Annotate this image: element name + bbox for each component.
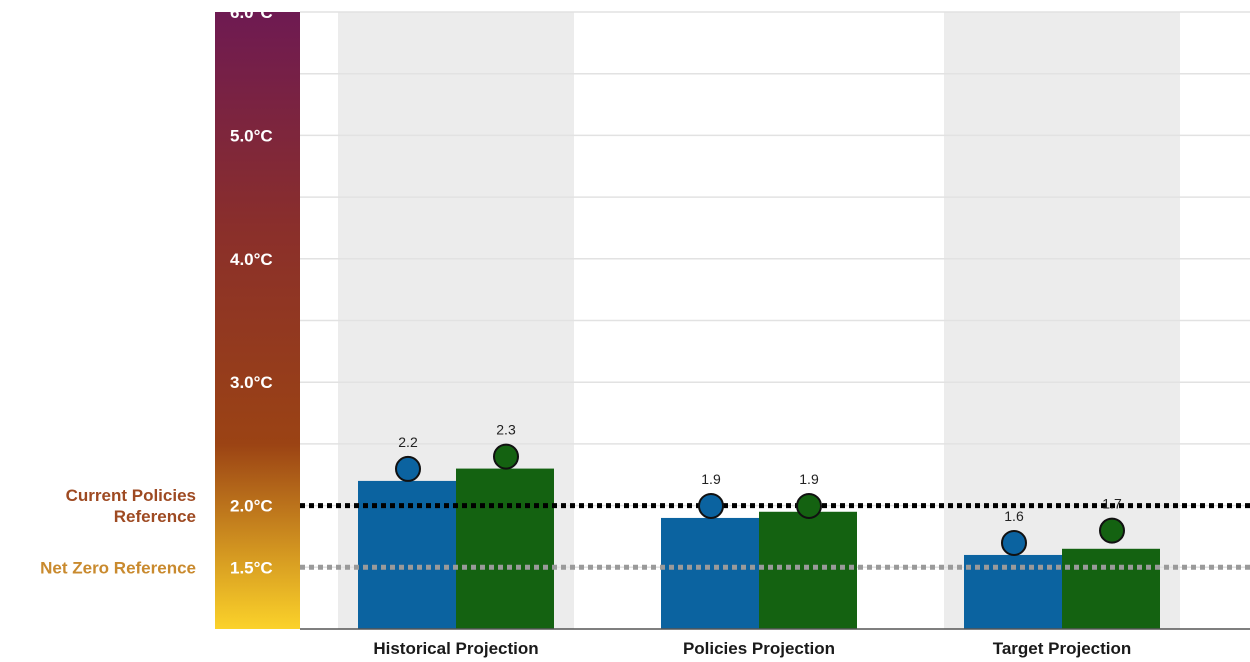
data-label: 1.9 xyxy=(701,471,721,487)
value-marker xyxy=(395,455,421,482)
data-label: 2.2 xyxy=(398,434,418,450)
bar xyxy=(456,468,554,629)
y-tick-label: 1.5°C xyxy=(230,558,273,577)
y-tick-label: 6.0°C xyxy=(230,3,273,22)
x-category-label: Historical Projection xyxy=(373,639,538,658)
data-label: 2.3 xyxy=(496,422,516,438)
value-marker xyxy=(796,492,822,519)
value-marker xyxy=(698,492,724,519)
temperature-scale-bar xyxy=(215,12,300,629)
reference-label: Reference xyxy=(114,507,196,526)
bar xyxy=(759,511,857,629)
x-category-label: Policies Projection xyxy=(683,639,835,658)
value-marker xyxy=(1099,517,1125,544)
value-marker xyxy=(1001,529,1027,556)
y-tick-label: 2.0°C xyxy=(230,497,273,516)
reference-label: Net Zero Reference xyxy=(40,558,196,577)
data-label: 1.9 xyxy=(799,471,819,487)
bar xyxy=(661,517,759,629)
x-category-label: Target Projection xyxy=(993,639,1132,658)
data-label: 1.7 xyxy=(1102,496,1122,512)
data-label: 1.6 xyxy=(1004,508,1024,524)
y-tick-label: 5.0°C xyxy=(230,126,273,145)
reference-label: Current Policies xyxy=(66,486,196,505)
y-tick-label: 4.0°C xyxy=(230,250,273,269)
value-marker xyxy=(493,443,519,470)
bar xyxy=(1062,548,1160,629)
y-tick-label: 3.0°C xyxy=(230,373,273,392)
